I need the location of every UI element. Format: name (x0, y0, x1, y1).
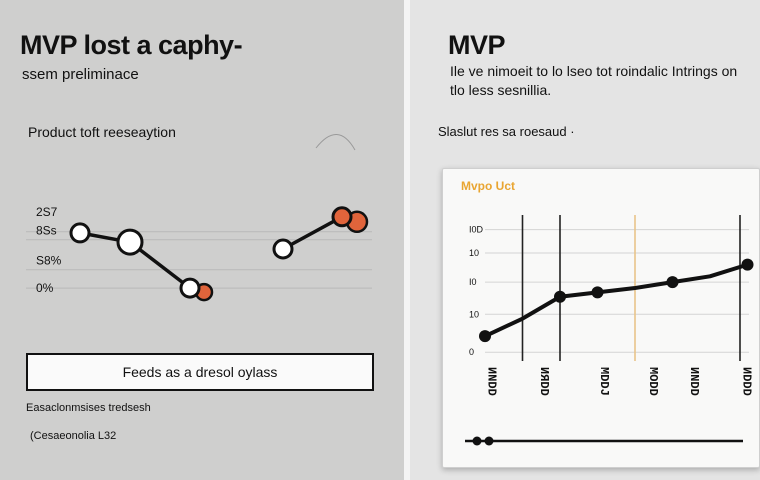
right-line-chart: I0D 10 I0 10 0 ИNDD ИЯDD MDDJ MODD ИNDD ИDDD (465, 215, 754, 446)
data-point (331, 206, 353, 228)
y-tick-label: 8Ss (36, 224, 57, 238)
left-footnote-1: Easaclonmsises tredsesh (26, 402, 151, 414)
data-point (554, 290, 566, 303)
y-tick-label: 0% (36, 281, 54, 295)
right-panel: MVP Ile ve nimoeit to lo lseo tot roinda… (410, 0, 760, 480)
x-tick-label: MDDJ (597, 367, 611, 396)
data-point (179, 277, 201, 299)
card-title: Mvpo Uct (461, 179, 515, 193)
x-tick-label: ИЯDD (537, 367, 551, 396)
y-tick-label: I0D (469, 225, 484, 235)
chart-card: I0D 10 I0 10 0 ИNDD ИЯDD MDDJ MODD ИNDD ИDDD Mvpo … (442, 168, 760, 468)
x-tick-label: ИNDD (485, 367, 499, 396)
y-tick-label: 2S7 (36, 205, 58, 219)
left-subtitle: ssem preliminace (22, 66, 139, 83)
right-title: MVP (448, 30, 506, 60)
x-tick-label: ИDDD (740, 367, 754, 396)
data-point (591, 286, 604, 299)
legend-marker (484, 436, 494, 446)
y-tick-label: 10 (469, 248, 479, 258)
left-chart-title: Product toft reeseaytion (28, 124, 176, 140)
series-line (483, 262, 750, 339)
y-tick-label: I0 (469, 277, 477, 287)
y-tick-label: 10 (469, 309, 479, 319)
y-tick-label: S8% (36, 254, 62, 268)
decor-arc (315, 134, 356, 151)
data-point (479, 330, 491, 343)
legend-marker (472, 436, 482, 446)
feeds-button[interactable]: Feeds as a dresol oylass (26, 353, 374, 391)
left-title: MVP lost a caphy- (20, 30, 243, 60)
left-footnote-2: (Cesaeonolia L32 (30, 430, 117, 442)
data-point (272, 238, 294, 260)
right-description: Ile ve nimoeit to lo lseo tot roindalic … (450, 63, 738, 98)
data-point (666, 276, 679, 289)
y-tick-label: 0 (469, 347, 474, 357)
data-point (116, 228, 144, 256)
data-point (741, 258, 754, 271)
x-tick-label: MODD (646, 367, 660, 396)
x-tick-label: ИNDD (687, 367, 701, 396)
right-note: Slaslut res sa roesaud · (438, 124, 575, 139)
series-line (281, 215, 344, 251)
left-panel: MVP lost a caphy- ssem preliminace Produ… (0, 0, 404, 480)
data-point (69, 222, 91, 244)
left-line-chart: 2S7 8Ss S8% 0% (26, 134, 372, 302)
panel-divider (404, 0, 410, 480)
